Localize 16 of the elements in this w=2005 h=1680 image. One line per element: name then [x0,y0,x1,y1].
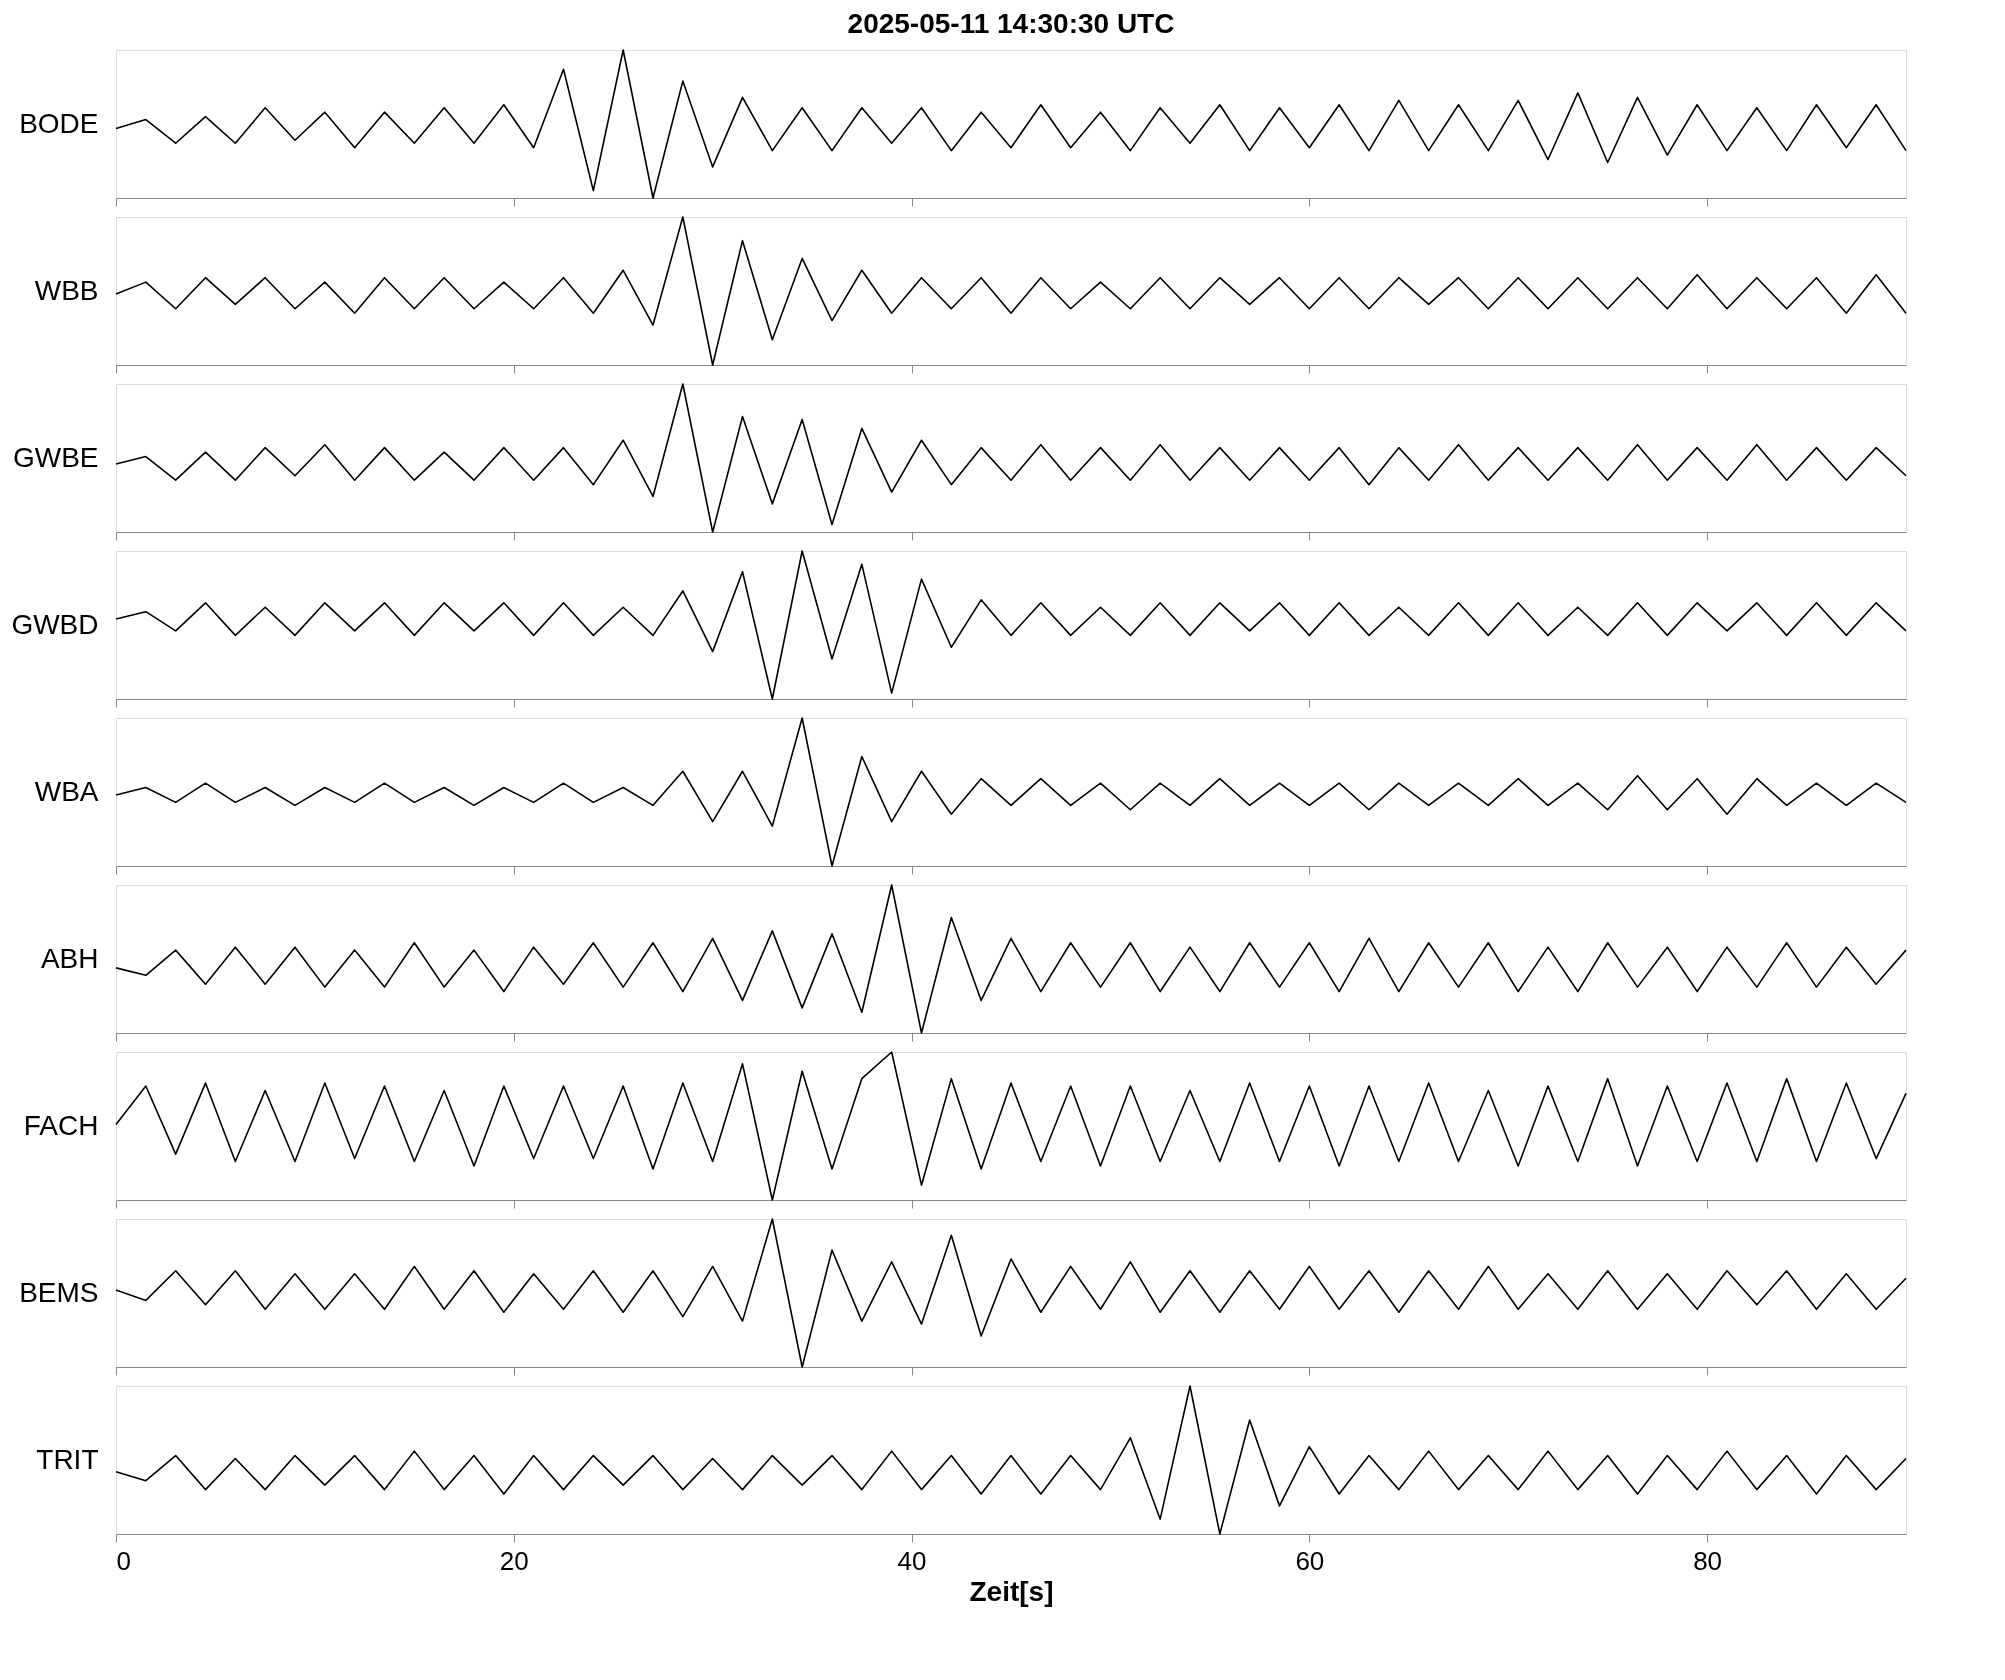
y-axis-title: WBB [34,274,99,306]
x-axis-title: Zeit[s] [969,1575,1054,1607]
y-axis-title: TRIT [36,1443,99,1475]
chart-title: 2025-05-11 14:30:30 UTC [847,8,1175,40]
x-tick-label: 60 [1295,1545,1325,1576]
y-axis-title: GWBD [11,608,99,640]
y-axis-title: BEMS [19,1276,99,1308]
y-axis-title: ABH [40,942,99,974]
y-axis-title: FACH [23,1109,99,1141]
y-axis-title: BODE [19,107,99,139]
x-tick-label: 0 [116,1545,131,1576]
x-tick-label: 40 [897,1545,927,1576]
x-tick-label: 80 [1693,1545,1723,1576]
y-axis-title: WBA [34,775,99,807]
y-axis-title: GWBE [12,441,99,473]
x-tick-label: 20 [499,1545,529,1576]
